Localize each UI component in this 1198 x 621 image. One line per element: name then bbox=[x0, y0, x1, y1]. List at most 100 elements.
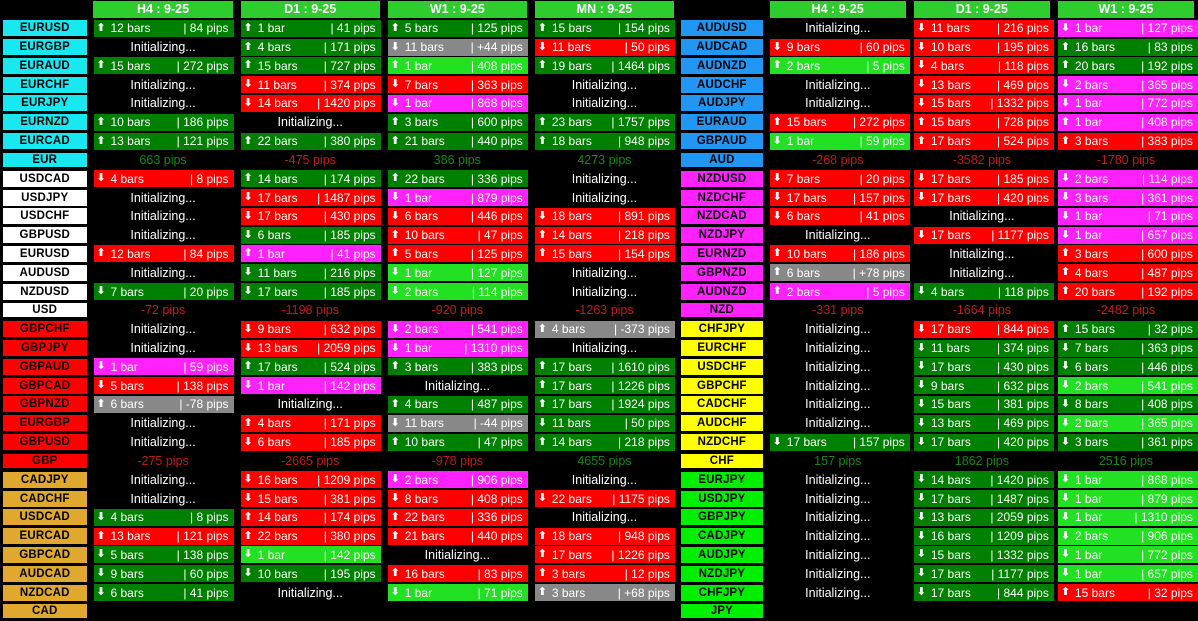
table-row[interactable]: NZDCAD ⬇ 6 bars | 41 pips Initializing... ⬇ 1 … bbox=[0, 583, 678, 602]
signal-cell[interactable]: ⬇ 2 bars | 541 pips bbox=[384, 320, 531, 338]
signal-cell[interactable]: ⬇ 1 bar | 657 pips bbox=[1054, 565, 1198, 583]
signal-cell[interactable]: ⬇ 1 bar | 127 pips bbox=[1054, 19, 1198, 37]
table-row[interactable]: EURAUD ⬆ 15 bars | 272 pips ⬆ 15 bars | 727 pi… bbox=[0, 56, 678, 75]
column-header-w1[interactable]: W1 : 9-25 bbox=[1057, 0, 1194, 18]
table-row[interactable]: AUDJPY Initializing... ⬇ 15 bars | 1332 pips… bbox=[678, 546, 1198, 565]
signal-cell[interactable]: ⬇ 11 bars | -44 pips bbox=[384, 414, 531, 432]
signal-cell[interactable]: Initializing... bbox=[910, 245, 1054, 262]
signal-cell[interactable]: ⬆ 20 bars | 192 pips bbox=[1054, 283, 1198, 301]
signal-cell[interactable]: ⬇ 17 bars | 844 pips bbox=[910, 320, 1054, 338]
signal-cell[interactable]: ⬆ 14 bars | 218 pips bbox=[531, 433, 678, 451]
pair-label-chfjpy[interactable]: CHFJPY bbox=[681, 584, 763, 601]
table-row[interactable]: CADCHF Initializing... ⬇ 15 bars | 381 pips ⬇… bbox=[0, 489, 678, 508]
signal-cell[interactable]: ⬇ 4 bars | 8 pips bbox=[90, 170, 237, 188]
pair-label-gbpjpy[interactable]: GBPJPY bbox=[3, 340, 87, 357]
signal-cell[interactable]: ⬇ 7 bars | 20 pips bbox=[766, 170, 910, 188]
pair-label-usdchf[interactable]: USDCHF bbox=[681, 358, 763, 375]
table-row[interactable]: GBPCHF Initializing... ⬇ 9 bars | 632 pips ⬇ 2… bbox=[678, 376, 1198, 395]
signal-cell[interactable]: ⬇ 15 bars | 381 pips bbox=[237, 490, 384, 508]
signal-cell[interactable]: ⬆ 23 bars | 1757 pips bbox=[531, 113, 678, 131]
pair-label-cadjpy[interactable]: CADJPY bbox=[3, 471, 87, 488]
signal-cell[interactable]: ⬆ 22 bars | 380 pips bbox=[237, 527, 384, 545]
pair-label-gbpaud[interactable]: GBPAUD bbox=[681, 133, 763, 150]
column-header-d1[interactable]: D1 : 9-25 bbox=[913, 0, 1050, 18]
signal-cell[interactable]: ⬆ 3 bars | 12 pips bbox=[531, 565, 678, 583]
table-row[interactable]: GBPCAD ⬇ 5 bars | 138 pips ⬇ 1 bar | 142 pips I… bbox=[0, 546, 678, 565]
signal-cell[interactable]: ⬆ 17 bars | 524 pips bbox=[237, 358, 384, 376]
signal-cell[interactable]: ⬇ 4 bars | 118 pips bbox=[910, 283, 1054, 301]
signal-cell[interactable]: ⬆ 3 bars | +68 pips bbox=[531, 584, 678, 602]
signal-cell[interactable]: ⬇ 13 bars | 2059 pips bbox=[910, 508, 1054, 526]
table-row[interactable]: CADJPY Initializing... ⬇ 16 bars | 1209 pips… bbox=[0, 470, 678, 489]
signal-cell[interactable]: ⬇ 2 bars | 541 pips bbox=[1054, 377, 1198, 395]
signal-cell[interactable]: ⬇ 9 bars | 632 pips bbox=[237, 320, 384, 338]
signal-cell[interactable]: ⬇ 15 bars | 1332 pips bbox=[910, 546, 1054, 564]
signal-cell[interactable]: ⬇ 4 bars | 8 pips bbox=[90, 508, 237, 526]
signal-cell[interactable]: ⬇ 7 bars | 363 pips bbox=[1054, 339, 1198, 357]
signal-cell[interactable]: ⬇ 6 bars | 446 pips bbox=[1054, 358, 1198, 376]
table-row[interactable]: EURJPY Initializing... ⬇ 14 bars | 1420 pips… bbox=[0, 94, 678, 113]
table-row[interactable]: EURNZD ⬆ 10 bars | 186 pips Initializing... ⬆… bbox=[678, 245, 1198, 264]
table-row[interactable]: USDJPY Initializing... ⬇ 17 bars | 1487 pips… bbox=[0, 188, 678, 207]
signal-cell[interactable]: ⬇ 13 bars | 469 pips bbox=[910, 414, 1054, 432]
column-header-d1[interactable]: D1 : 9-25 bbox=[240, 0, 380, 18]
signal-cell[interactable]: Initializing... bbox=[910, 208, 1054, 225]
signal-cell[interactable]: ⬇ 17 bars | 844 pips bbox=[910, 584, 1054, 602]
currency-label-cad[interactable]: CAD bbox=[3, 604, 87, 619]
signal-cell[interactable]: ⬆ 2 bars | 5 pips bbox=[766, 57, 910, 75]
signal-cell[interactable]: ⬇ 1 bar | 59 pips bbox=[766, 132, 910, 150]
signal-cell[interactable]: ⬇ 5 bars | 138 pips bbox=[90, 377, 237, 395]
signal-cell[interactable]: Initializing... bbox=[531, 76, 678, 93]
column-header-h4[interactable]: H4 : 9-25 bbox=[769, 0, 906, 18]
signal-cell[interactable]: ⬇ 16 bars | 1209 pips bbox=[910, 527, 1054, 545]
signal-cell[interactable]: Initializing... bbox=[766, 490, 910, 507]
currency-label-gbp[interactable]: GBP bbox=[3, 453, 87, 468]
currency-label-eur[interactable]: EUR bbox=[3, 152, 87, 167]
signal-cell[interactable]: Initializing... bbox=[531, 264, 678, 281]
pair-label-gbpchf[interactable]: GBPCHF bbox=[3, 321, 87, 338]
signal-cell[interactable]: ⬇ 6 bars | 41 pips bbox=[90, 584, 237, 602]
signal-cell[interactable]: ⬇ 8 bars | 408 pips bbox=[384, 490, 531, 508]
signal-cell[interactable]: Initializing... bbox=[90, 321, 237, 338]
signal-cell[interactable]: ⬇ 11 bars | 216 pips bbox=[237, 264, 384, 282]
pair-label-gbpusd[interactable]: GBPUSD bbox=[3, 434, 87, 451]
signal-cell[interactable]: ⬆ 13 bars | 121 pips bbox=[90, 132, 237, 150]
column-header-mn[interactable]: MN : 9-25 bbox=[534, 0, 675, 18]
table-row[interactable]: GBPNZD ⬆ 6 bars | -78 pips Initializing... ⬆ 4… bbox=[0, 395, 678, 414]
signal-cell[interactable]: ⬆ 15 bars | 272 pips bbox=[90, 57, 237, 75]
signal-cell[interactable]: ⬇ 18 bars | 891 pips bbox=[531, 207, 678, 225]
table-row[interactable]: AUDCAD ⬇ 9 bars | 60 pips ⬇ 10 bars | 195 pips… bbox=[0, 564, 678, 583]
signal-cell[interactable]: Initializing... bbox=[766, 227, 910, 244]
pair-label-audchf[interactable]: AUDCHF bbox=[681, 415, 763, 432]
signal-cell[interactable]: ⬇ 1 bar | 71 pips bbox=[1054, 207, 1198, 225]
pair-label-eurjpy[interactable]: EURJPY bbox=[681, 471, 763, 488]
signal-cell[interactable]: ⬆ 21 bars | 440 pips bbox=[384, 132, 531, 150]
signal-cell[interactable]: ⬇ 14 bars | 1420 pips bbox=[237, 94, 384, 112]
signal-cell[interactable]: ⬆ 17 bars | 1924 pips bbox=[531, 395, 678, 413]
pair-label-nzdjpy[interactable]: NZDJPY bbox=[681, 227, 763, 244]
signal-cell[interactable]: ⬆ 17 bars | 1610 pips bbox=[531, 358, 678, 376]
table-row[interactable]: EURCHF Initializing... ⬇ 11 bars | 374 pips ⬇… bbox=[678, 339, 1198, 358]
signal-cell[interactable]: ⬇ 1 bar | 868 pips bbox=[1054, 471, 1198, 489]
table-row[interactable]: USDCHF Initializing... ⬇ 17 bars | 430 pips ⬇… bbox=[0, 207, 678, 226]
signal-cell[interactable]: ⬆ 10 bars | 47 pips bbox=[384, 226, 531, 244]
pair-label-audchf[interactable]: AUDCHF bbox=[681, 76, 763, 93]
signal-cell[interactable]: ⬇ 1 bar | 879 pips bbox=[1054, 490, 1198, 508]
pair-label-usdcad[interactable]: USDCAD bbox=[3, 509, 87, 526]
signal-cell[interactable]: Initializing... bbox=[90, 39, 237, 56]
table-row[interactable]: NZDUSD ⬇ 7 bars | 20 pips ⬇ 17 bars | 185 pips… bbox=[678, 169, 1198, 188]
table-row[interactable]: GBPUSD Initializing... ⬇ 6 bars | 185 pips ⬆ 1… bbox=[0, 433, 678, 452]
pair-label-nzdcad[interactable]: NZDCAD bbox=[3, 584, 87, 601]
signal-cell[interactable]: ⬇ 13 bars | 2059 pips bbox=[237, 339, 384, 357]
signal-cell[interactable]: ⬇ 17 bars | 157 pips bbox=[766, 189, 910, 207]
pair-label-audjpy[interactable]: AUDJPY bbox=[681, 95, 763, 112]
table-row[interactable]: NZDUSD ⬇ 7 bars | 20 pips ⬇ 17 bars | 185 pips… bbox=[0, 282, 678, 301]
signal-cell[interactable]: Initializing... bbox=[766, 340, 910, 357]
signal-cell[interactable]: Initializing... bbox=[766, 415, 910, 432]
signal-cell[interactable]: ⬆ 4 bars | 171 pips bbox=[237, 414, 384, 432]
table-row[interactable]: EURUSD ⬆ 12 bars | 84 pips ⬆ 1 bar | 41 pips ⬆ 5… bbox=[0, 245, 678, 264]
signal-cell[interactable]: ⬇ 17 bars | 430 pips bbox=[910, 358, 1054, 376]
signal-cell[interactable]: Initializing... bbox=[531, 189, 678, 206]
currency-label-chf[interactable]: CHF bbox=[681, 453, 763, 468]
signal-cell[interactable]: ⬆ 17 bars | 524 pips bbox=[910, 132, 1054, 150]
